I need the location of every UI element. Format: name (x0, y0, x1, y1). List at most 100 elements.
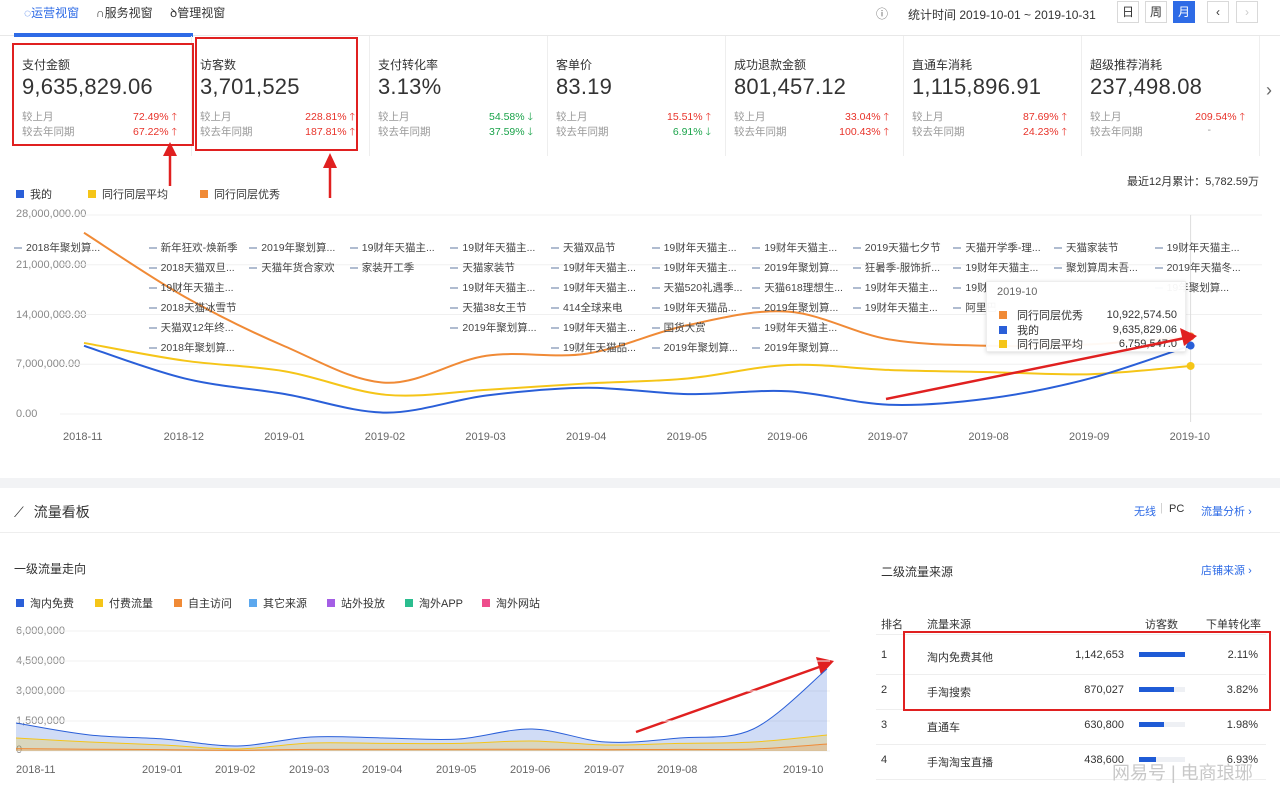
store-source-link[interactable]: 店铺来源 › (1201, 565, 1252, 577)
highlight-box (903, 631, 1271, 711)
yoy-label: 较去年同期 (22, 126, 75, 138)
visitor-share-bar (1139, 722, 1185, 727)
visitors-cell: 438,600 (1084, 754, 1124, 766)
chevron-right-icon[interactable]: › (1266, 80, 1272, 100)
traffic-legend-item[interactable]: 淘外网站 (482, 595, 540, 611)
legend-mine[interactable]: 我的 (16, 186, 52, 202)
campaign-label: 2019年聚划算... (450, 320, 536, 335)
visitor-share-fill (1139, 722, 1164, 727)
legend-peer-excellent[interactable]: 同行同层优秀 (200, 186, 280, 202)
campaign-label: 天猫家装节 (1054, 240, 1119, 255)
chart-tooltip: 2019-10 同行同层优秀 10,922,574.50 我的 9,635,829.… (986, 281, 1186, 352)
traffic-legend-item[interactable]: 站外投放 (327, 595, 385, 611)
x-tick: 2019-07 (867, 431, 909, 443)
series-paid-line[interactable] (15, 734, 828, 750)
x-tick: 2019-08 (968, 431, 1009, 443)
highlight-box (195, 37, 358, 151)
metric-card[interactable]: 超级推荐消耗 237,498.08 较上月 209.54% 🡑 较去年同期 - (1082, 36, 1260, 156)
tab-service[interactable]: ∩服务视窗 (96, 6, 153, 20)
week-button[interactable]: 周 (1145, 1, 1167, 23)
metric-value: 1,115,896.91 (912, 74, 1042, 99)
campaign-label: 19财年天猫主... (652, 240, 737, 255)
yoy-change: 100.43% 🡑 (839, 126, 889, 138)
traffic-area-chart[interactable] (0, 600, 860, 770)
campaign-label: 2019年聚划算... (752, 300, 838, 315)
series-mine-point[interactable] (1186, 341, 1195, 350)
campaign-label: 19财年天猫品... (652, 300, 737, 315)
traffic-legend-item[interactable]: 付费流量 (95, 595, 153, 611)
x-tick: 2019-02 (215, 764, 256, 776)
mom-change: 209.54% 🡑 (1195, 111, 1245, 123)
yoy-change: 187.81% 🡑 (305, 126, 355, 138)
metric-card[interactable]: 客单价 83.19 较上月 15.51% 🡑 较去年同期 6.91% 🡓 (548, 36, 726, 156)
campaign-label: 19财年天猫主... (350, 240, 435, 255)
row-divider (876, 744, 1266, 745)
series-mine-line[interactable] (83, 344, 1191, 414)
metric-title: 支付金额 (22, 58, 71, 72)
tab-management[interactable]: ꝺ管理视窗 (170, 6, 226, 20)
campaign-label: 聚划算周末吾... (1054, 260, 1138, 275)
conversion-cell: 1.98% (1226, 719, 1258, 731)
wireless-link[interactable]: 无线 (1134, 506, 1156, 518)
x-tick: 2018-12 (163, 431, 204, 443)
col-rank: 排名 (881, 619, 903, 631)
series-peer-average-point[interactable] (1186, 361, 1195, 370)
x-tick: 2019-05 (666, 431, 707, 443)
trend-arrow-icon: 🡑 (702, 111, 711, 123)
campaign-label: 19财年天猫品... (551, 340, 636, 355)
mom-label: 较上月 (22, 111, 54, 123)
tab-operations[interactable]: ◌运营视窗 (24, 6, 80, 20)
campaign-label: 19财年天猫主... (652, 260, 737, 275)
campaign-label: 19财年天猫主... (853, 280, 938, 295)
trend-arrow-icon: 🡑 (1236, 111, 1245, 123)
series-direct-line[interactable] (15, 743, 828, 751)
visitor-share-bar (1139, 652, 1185, 657)
traffic-legend-item[interactable]: 淘外APP (405, 595, 463, 611)
campaign-label: 天猫家装节 (450, 260, 515, 275)
metric-card[interactable]: 支付转化率 3.13% 较上月 54.58% 🡓 较去年同期 37.59% 🡓 (370, 36, 548, 156)
metric-value: 3,701,525 (200, 74, 300, 99)
x-tick: 2019-06 (510, 764, 551, 776)
rank-cell: 1 (881, 649, 888, 661)
campaign-label: 19财年天猫主... (450, 240, 535, 255)
pc-link[interactable]: PC (1169, 503, 1185, 515)
trend-arrow-icon: 🡑 (880, 111, 889, 123)
source-cell: 手淘搜索 (927, 687, 971, 699)
month-button[interactable]: 月 (1173, 1, 1195, 23)
mom-label: 较上月 (912, 111, 944, 123)
prev-period-button[interactable]: ‹ (1207, 1, 1229, 23)
traffic-legend-item[interactable]: 自主访问 (174, 595, 232, 611)
x-tick: 2019-10 (783, 764, 824, 776)
series-taonei-free-line[interactable] (15, 668, 828, 747)
traffic-analysis-link[interactable]: 流量分析 › (1201, 506, 1252, 518)
x-tick: 2019-09 (1069, 431, 1110, 443)
metric-card[interactable]: 成功退款金额 801,457.12 较上月 33.04% 🡑 较去年同期 100… (726, 36, 904, 156)
metric-card[interactable]: 支付金额 9,635,829.06 较上月 72.49% 🡑 较去年同期 67.… (14, 36, 192, 156)
traffic-legend-item[interactable]: 其它来源 (249, 595, 307, 611)
mom-label: 较上月 (1090, 111, 1122, 123)
visitor-share-fill (1139, 687, 1174, 692)
trend-arrow-icon: 🡑 (168, 126, 177, 138)
visitors-cell: 630,800 (1084, 719, 1124, 731)
series-peer-excellent-point[interactable] (1186, 332, 1195, 341)
row-divider (876, 674, 1266, 675)
metric-card[interactable]: 访客数 3,701,525 较上月 228.81% 🡑 较去年同期 187.81… (192, 36, 370, 156)
metric-title: 支付转化率 (378, 58, 439, 72)
campaign-label: 家装开工季 (350, 260, 415, 275)
top-bar: ◌运营视窗 ∩服务视窗 ꝺ管理视窗 ⓘ 统计时间 2019-10-01 ~ 20… (0, 0, 1280, 37)
metric-title: 访客数 (200, 58, 237, 72)
next-period-button[interactable]: › (1236, 1, 1258, 23)
x-tick: 2019-01 (142, 764, 183, 776)
legend-peer-average[interactable]: 同行同层平均 (88, 186, 168, 202)
metric-card[interactable]: 直通车消耗 1,115,896.91 较上月 87.69% 🡑 较去年同期 24… (904, 36, 1082, 156)
campaign-label: 19财年天猫主... (450, 280, 535, 295)
metric-title: 直通车消耗 (912, 58, 973, 72)
tooltip-row: 同行同层平均 6,759,547.0 (999, 336, 1177, 352)
traffic-legend-item[interactable]: 淘内免费 (16, 595, 74, 611)
day-button[interactable]: 日 (1117, 1, 1139, 23)
campaign-label: 狂暑季-服饰折... (853, 260, 940, 275)
info-icon[interactable]: ⓘ (876, 7, 889, 21)
yoy-label: 较去年同期 (556, 126, 609, 138)
highlight-box (12, 43, 194, 146)
primary-traffic-title: 一级流量走向 (14, 562, 87, 576)
